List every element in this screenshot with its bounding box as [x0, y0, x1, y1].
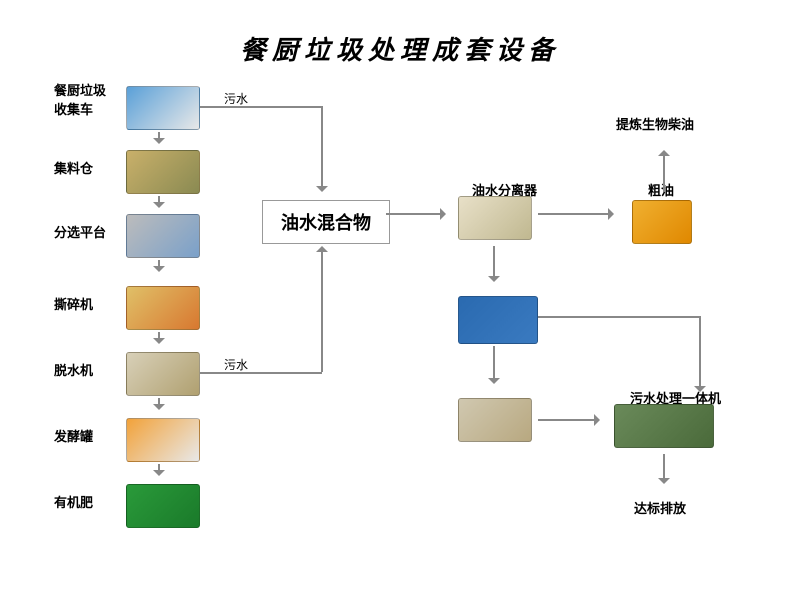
sewage-top-arrow-down [315, 106, 329, 198]
down-arrow-icon [152, 464, 166, 482]
daf-to-sewage-arrow-v [693, 316, 707, 398]
screw-to-sewage-arrow [538, 413, 606, 427]
dewaterer-label: 脱水机 [54, 360, 93, 379]
collector-truck-label: 餐厨垃圾 收集车 [54, 80, 106, 118]
screw-press-icon [458, 398, 532, 442]
fertilizer-icon [126, 484, 200, 528]
page-title: 餐厨垃圾处理成套设备 [240, 30, 560, 67]
sewage-to-discharge-arrow [657, 454, 671, 490]
down-arrow-icon [152, 398, 166, 416]
flow-label: 污水 [224, 90, 248, 107]
dewaterer-icon [126, 352, 200, 396]
fermenter-icon [126, 418, 200, 462]
shredder-label: 撕碎机 [54, 294, 93, 313]
fertilizer-label: 有机肥 [54, 492, 93, 511]
sewage-top-arrow [200, 106, 322, 108]
shredder-icon [126, 286, 200, 330]
separator-to-crude-arrow [538, 207, 620, 221]
down-arrow-icon [152, 332, 166, 350]
hopper-label: 集料仓 [54, 158, 93, 177]
crude-oil-icon [632, 200, 692, 244]
sorting-platform-icon [126, 214, 200, 258]
biodiesel-label: 提炼生物柴油 [616, 114, 694, 133]
sewage-bottom-arrow-up [315, 240, 329, 372]
crude-to-biodiesel-arrow [657, 144, 671, 192]
center-to-separator-arrow [386, 207, 452, 221]
daf-to-screw-arrow [487, 346, 501, 390]
down-arrow-icon [152, 260, 166, 278]
daf-icon [458, 296, 538, 344]
daf-to-sewage-arrow-h [538, 316, 700, 318]
collector-truck-icon [126, 86, 200, 130]
fermenter-label: 发酵罐 [54, 426, 93, 445]
oil-water-mixture-box: 油水混合物 [262, 200, 390, 244]
oil-water-separator-icon [458, 196, 532, 240]
discharge-label: 达标排放 [634, 498, 686, 517]
sorting-platform-label: 分选平台 [54, 222, 106, 241]
down-arrow-icon [152, 196, 166, 214]
down-arrow-icon [152, 132, 166, 150]
sewage-unit-icon [614, 404, 714, 448]
flow-label: 污水 [224, 356, 248, 373]
separator-to-daf-arrow [487, 246, 501, 288]
hopper-icon [126, 150, 200, 194]
sewage-bottom-arrow [200, 372, 322, 374]
